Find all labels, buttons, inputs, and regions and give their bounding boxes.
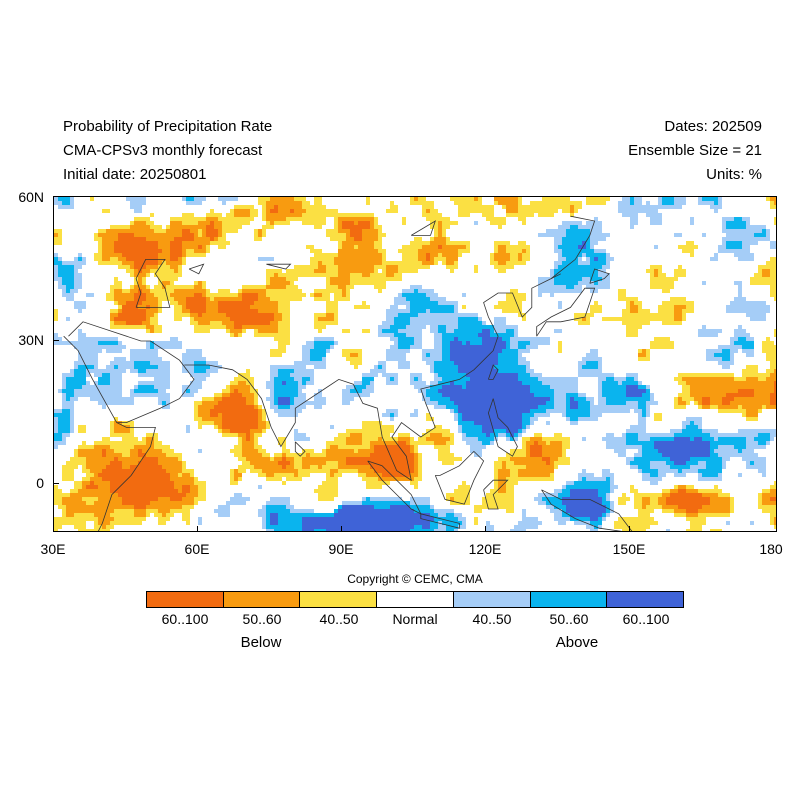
units-label: Units: %	[706, 166, 762, 183]
legend-label-1: 60..100	[161, 611, 209, 627]
legend-group-below: Below	[240, 634, 282, 651]
ensemble-size-label: Ensemble Size = 21	[628, 142, 762, 159]
legend-label-7: 60..100	[622, 611, 670, 627]
legend-swatch-above-50-60	[530, 592, 608, 607]
lon-label-30e: 30E	[40, 541, 66, 557]
legend-swatch-below-40-50	[300, 592, 378, 607]
legend-swatch-above-60-100	[607, 592, 684, 607]
legend-label-2: 50..60	[242, 611, 282, 627]
lat-tick-30n	[53, 340, 59, 341]
copyright-notice: Copyright © CEMC, CMA	[347, 572, 483, 586]
lat-tick-0	[53, 483, 59, 484]
lon-tick-60e	[197, 526, 198, 532]
legend-label-6: 50..60	[549, 611, 589, 627]
lon-tick-120e	[485, 526, 486, 532]
legend-swatch-below-60-100	[147, 592, 224, 607]
dates-label: Dates: 202509	[664, 118, 762, 135]
lon-label-120e: 120E	[468, 541, 502, 557]
lon-label-90e: 90E	[328, 541, 354, 557]
lat-label-0: 0	[36, 475, 44, 491]
lat-label-30n: 30N	[18, 332, 44, 348]
forecast-model-label: CMA-CPSv3 monthly forecast	[63, 142, 263, 159]
lon-label-60e: 60E	[184, 541, 210, 557]
legend-label-4: Normal	[392, 611, 438, 627]
lon-label-150e: 150E	[612, 541, 646, 557]
lat-label-60n: 60N	[18, 189, 44, 205]
lon-label-180: 180	[759, 541, 783, 557]
lon-tick-90e	[341, 526, 342, 532]
color-legend	[146, 591, 684, 608]
probability-map	[53, 196, 777, 532]
legend-swatch-above-40-50	[453, 592, 531, 607]
legend-swatch-normal	[377, 592, 454, 607]
initial-date-label: Initial date: 20250801	[63, 166, 207, 183]
legend-swatch-below-50-60	[223, 592, 301, 607]
map-title: Probability of Precipitation Rate	[63, 118, 273, 135]
lon-tick-150e	[629, 526, 630, 532]
legend-label-5: 40..50	[472, 611, 512, 627]
probability-field	[54, 197, 776, 531]
legend-label-3: 40..50	[319, 611, 359, 627]
legend-group-above: Above	[555, 634, 599, 651]
